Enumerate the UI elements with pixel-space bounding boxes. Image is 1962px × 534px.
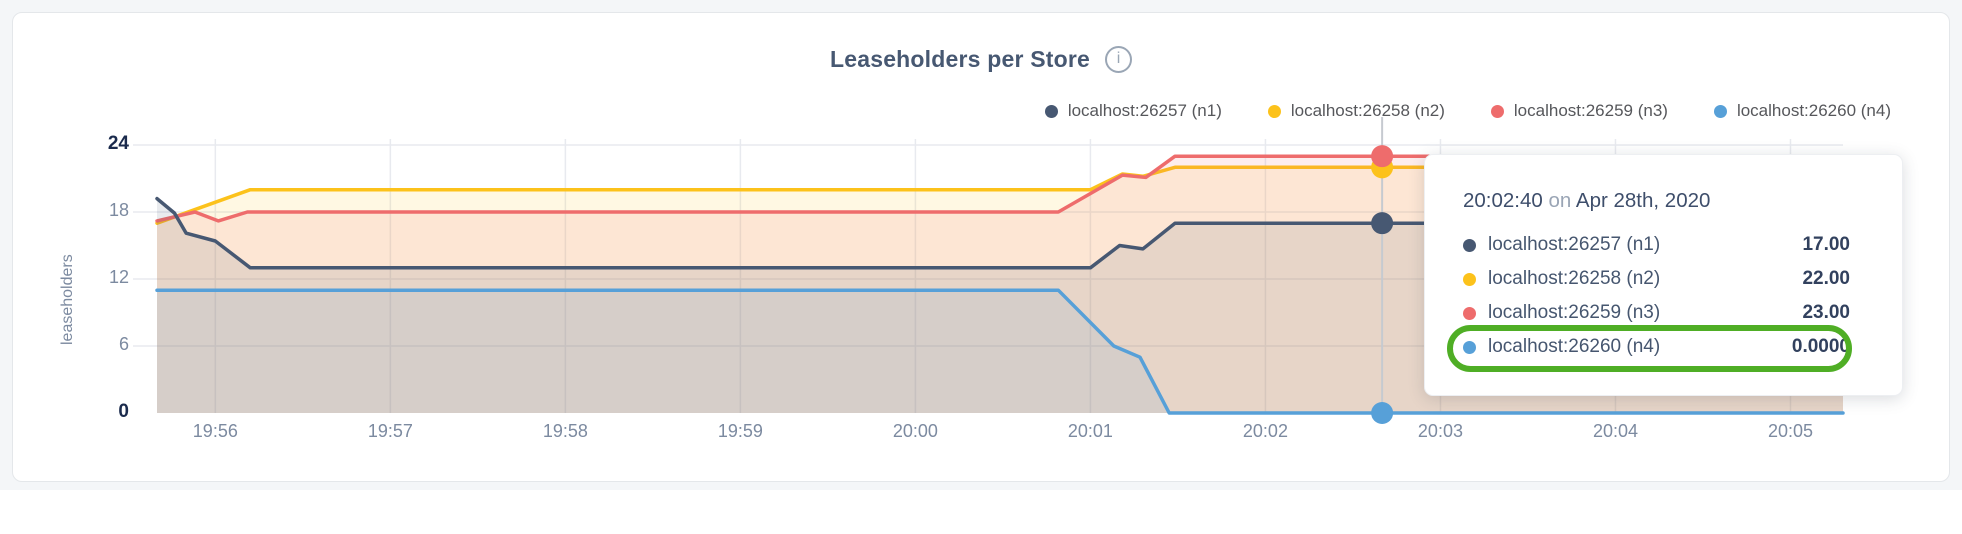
legend-dot-icon — [1713, 104, 1727, 118]
legend-item[interactable]: localhost:26259 (n3) — [1490, 101, 1668, 121]
tooltip-time: 20:02:40 — [1463, 189, 1543, 212]
tooltip-series-dot-icon — [1463, 238, 1476, 252]
chart-panel: Leaseholders per Store i localhost:26257… — [12, 12, 1950, 482]
tooltip-rows: localhost:26257 (n1) 17.00 localhost:26258… — [1463, 228, 1850, 364]
y-tick-label: 12 — [108, 267, 129, 287]
y-tick-label: 0 — [118, 401, 129, 422]
tooltip-series-dot-icon — [1463, 306, 1476, 320]
hover-dot — [1371, 212, 1394, 235]
tooltip-row: localhost:26258 (n2) 22.00 — [1463, 262, 1850, 296]
x-tick-label: 20:01 — [1067, 421, 1113, 441]
x-tick-label: 20:00 — [892, 421, 938, 441]
tooltip-row: localhost:26257 (n1) 17.00 — [1463, 228, 1850, 262]
legend-dot-icon — [1490, 104, 1504, 118]
legend-item[interactable]: localhost:26260 (n4) — [1713, 101, 1891, 121]
series-line — [155, 196, 1845, 270]
tooltip-timestamp: 20:02:40 on Apr 28th, 2020 — [1463, 187, 1850, 215]
info-icon[interactable]: i — [1105, 45, 1133, 73]
x-tick-label: 20:04 — [1592, 421, 1638, 441]
chart-plot-area[interactable]: 0 6 12 18 24 19:56 19:57 19:58 19:59 20:00 20:01 2… — [13, 13, 1949, 481]
y-tick-label: 24 — [107, 133, 129, 154]
series-fill — [157, 290, 1843, 413]
x-tick-label: 20:05 — [1767, 421, 1813, 441]
legend-label: localhost:26258 (n2) — [1290, 101, 1445, 120]
tooltip-series-value: 22.00 — [1802, 268, 1850, 289]
tooltip-series-label: localhost:26259 (n3) — [1488, 302, 1661, 323]
legend-dot-icon — [1267, 104, 1281, 118]
tooltip-series-dot-icon — [1463, 272, 1476, 286]
tooltip-series-label: localhost:26260 (n4) — [1488, 336, 1661, 357]
series-fill — [157, 198, 1843, 413]
legend-item[interactable]: localhost:26257 (n1) — [1044, 101, 1222, 121]
x-tick-label: 19:56 — [192, 421, 238, 441]
series-line — [155, 154, 1845, 223]
tooltip-series-value: 23.00 — [1802, 302, 1850, 323]
series-line — [155, 288, 1845, 415]
legend-label: localhost:26260 (n4) — [1736, 101, 1891, 120]
tooltip-series-label: localhost:26258 (n2) — [1488, 268, 1661, 289]
legend-dot-icon — [1044, 104, 1058, 118]
tooltip-series-dot-icon — [1463, 340, 1476, 354]
tooltip-row: localhost:26259 (n3) 23.00 — [1463, 296, 1850, 330]
tooltip-series-value: 17.00 — [1802, 234, 1850, 255]
legend-item[interactable]: localhost:26258 (n2) — [1267, 101, 1445, 121]
hover-tooltip: 20:02:40 on Apr 28th, 2020 localhost:262… — [1424, 154, 1903, 396]
tooltip-series-label: localhost:26257 (n1) — [1488, 234, 1661, 255]
x-tick-label: 19:57 — [367, 421, 413, 441]
x-tick-label: 19:58 — [542, 421, 588, 441]
tooltip-series-value: 0.0000 — [1791, 336, 1850, 357]
chart-title: Leaseholders per Store — [829, 45, 1091, 72]
chart-header: Leaseholders per Store i — [13, 43, 1949, 75]
y-tick-label: 18 — [108, 200, 129, 220]
x-tick-label: 20:03 — [1417, 421, 1463, 441]
y-axis-label: leaseholders — [59, 254, 76, 345]
tooltip-row: localhost:26260 (n4) 0.0000 — [1463, 330, 1850, 364]
x-tick-label: 20:02 — [1242, 421, 1288, 441]
tooltip-conjunction: on — [1548, 189, 1572, 212]
series-fill — [157, 156, 1843, 413]
hover-dot — [1371, 402, 1394, 424]
leaseholders-chart[interactable] — [13, 13, 1949, 481]
tooltip-date: Apr 28th, 2020 — [1575, 189, 1711, 212]
legend-label: localhost:26257 (n1) — [1067, 101, 1222, 120]
x-tick-label: 19:59 — [717, 421, 763, 441]
chart-legend: localhost:26257 (n1) localhost:26258 (n2)… — [1044, 101, 1891, 121]
legend-label: localhost:26259 (n3) — [1513, 101, 1668, 120]
hover-dot — [1371, 145, 1394, 168]
y-tick-label: 6 — [118, 334, 129, 354]
